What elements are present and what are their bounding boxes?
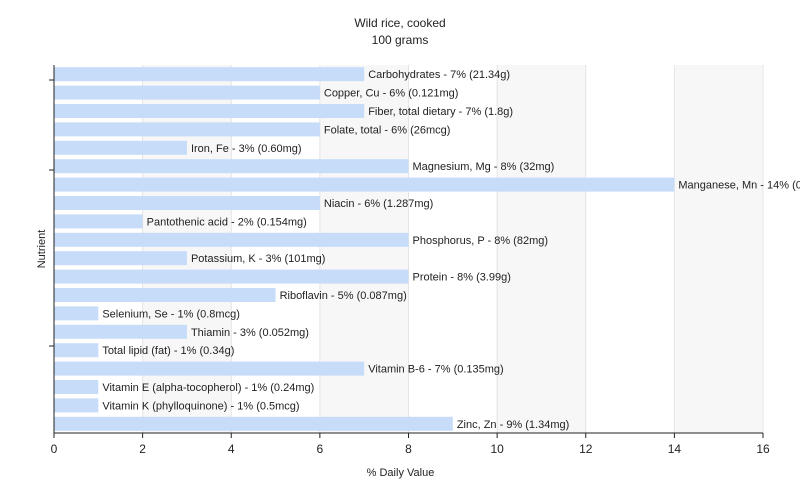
bar-label: Iron, Fe - 3% (0.60mg) <box>191 143 302 155</box>
x-tick-label: 14 <box>668 442 682 456</box>
bar-label: Selenium, Se - 1% (0.8mcg) <box>102 308 240 320</box>
bar <box>54 324 187 339</box>
x-tick-label: 6 <box>317 442 324 456</box>
bar <box>54 398 99 413</box>
bar-label: Magnesium, Mg - 8% (32mg) <box>413 161 555 173</box>
bar-label: Manganese, Mn - 14% (0.282mg) <box>678 180 800 192</box>
bar <box>54 67 365 82</box>
bar-label: Pantothenic acid - 2% (0.154mg) <box>147 216 307 228</box>
bar <box>54 122 320 137</box>
bar <box>54 177 675 192</box>
bar <box>54 343 99 358</box>
bar-label: Thiamin - 3% (0.052mg) <box>191 327 309 339</box>
bar <box>54 251 187 266</box>
bar-label: Riboflavin - 5% (0.087mg) <box>280 290 407 302</box>
bar <box>54 104 365 118</box>
bar <box>54 361 365 376</box>
bar <box>54 380 99 394</box>
bar <box>54 85 320 100</box>
bar-label: Fiber, total dietary - 7% (1.8g) <box>368 106 513 118</box>
chart-title: Wild rice, cooked <box>354 16 446 30</box>
x-tick-label: 2 <box>139 442 146 456</box>
axes: 0 2 4 6 8 10 12 14 16 <box>49 65 770 456</box>
bar <box>54 196 320 210</box>
grid-band <box>319 65 409 433</box>
bar-label: Potassium, K - 3% (101mg) <box>191 253 326 265</box>
bar-label: Carbohydrates - 7% (21.34g) <box>368 69 510 81</box>
bar <box>54 140 187 155</box>
x-tick-label: 4 <box>228 442 235 456</box>
y-axis-label: Nutrient <box>36 230 48 269</box>
bar-label: Phosphorus, P - 8% (82mg) <box>413 235 549 247</box>
grid-band <box>674 65 763 433</box>
bar-label: Zinc, Zn - 9% (1.34mg) <box>457 419 569 431</box>
bar-label: Folate, total - 6% (26mcg) <box>324 124 451 136</box>
bar-label: Copper, Cu - 6% (0.121mg) <box>324 88 459 100</box>
grid <box>53 65 764 433</box>
chart-subtitle: 100 grams <box>371 33 429 47</box>
bar <box>54 416 453 431</box>
bar-labels: Carbohydrates - 7% (21.34g) Copper, Cu - … <box>102 69 800 431</box>
bar <box>54 269 409 284</box>
bar <box>54 306 99 321</box>
bar <box>54 232 409 247</box>
bar <box>54 159 409 174</box>
bar-label: Vitamin B-6 - 7% (0.135mg) <box>368 364 504 376</box>
x-tick-label: 16 <box>756 442 770 456</box>
bar <box>54 288 276 302</box>
x-tick-label: 0 <box>51 442 58 456</box>
bar-label: Protein - 8% (3.99g) <box>413 272 511 284</box>
bars <box>54 67 675 431</box>
bar-label: Vitamin K (phylloquinone) - 1% (0.5mcg) <box>102 400 299 412</box>
bar <box>54 214 143 229</box>
x-tick-label: 8 <box>405 442 412 456</box>
grid-band <box>497 65 586 433</box>
x-tick-label: 10 <box>490 442 504 456</box>
bar-label: Niacin - 6% (1.287mg) <box>324 198 433 210</box>
x-axis-label: % Daily Value <box>367 467 435 479</box>
bar-label: Total lipid (fat) - 1% (0.34g) <box>102 345 234 357</box>
bar-label: Vitamin E (alpha-tocopherol) - 1% (0.24m… <box>102 382 314 394</box>
grid-band <box>142 65 232 433</box>
x-tick-label: 12 <box>579 442 593 456</box>
